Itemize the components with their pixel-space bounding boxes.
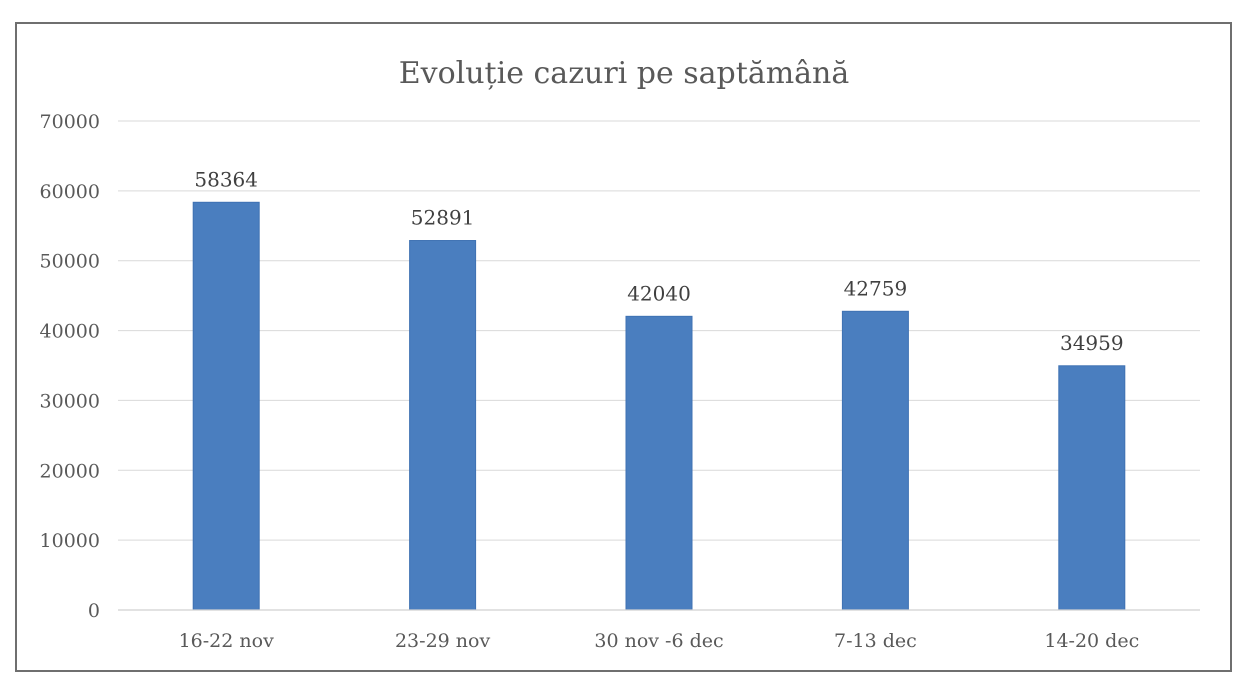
bar (841, 310, 909, 611)
chart-title: Evoluție cazuri pe saptămână (399, 56, 850, 91)
y-tick-label: 30000 (40, 390, 100, 412)
x-category-label: 7-13 dec (834, 630, 917, 652)
x-category-label: 14-20 dec (1044, 630, 1139, 652)
bars (192, 201, 1126, 611)
y-tick-label: 60000 (40, 181, 100, 203)
bar (1058, 365, 1126, 611)
x-category-label: 16-22 nov (179, 630, 274, 652)
bar (409, 240, 477, 611)
data-labels: 58364 52891 42040 42759 34959 (194, 167, 1123, 355)
data-label: 52891 (411, 206, 475, 230)
bar (625, 315, 693, 611)
data-label: 58364 (194, 167, 258, 191)
y-tick-label: 40000 (40, 321, 100, 343)
y-tick-label: 50000 (40, 251, 100, 273)
data-label: 42040 (627, 281, 691, 305)
y-tick-label: 0 (88, 600, 100, 622)
y-tick-label: 10000 (40, 530, 100, 552)
data-label: 42759 (844, 276, 908, 300)
x-axis-categories: 16-22 nov 23-29 nov 30 nov -6 dec 7-13 dec 1… (179, 630, 1140, 652)
bar (192, 201, 260, 611)
gridlines (118, 120, 1200, 541)
y-tick-label: 70000 (40, 111, 100, 133)
y-tick-label: 20000 (40, 460, 100, 482)
x-category-label: 23-29 nov (395, 630, 490, 652)
x-category-label: 30 nov -6 dec (594, 630, 723, 652)
y-axis-ticks: 0 10000 20000 30000 40000 50000 60000 70000 (40, 111, 100, 622)
data-label: 34959 (1060, 331, 1124, 355)
